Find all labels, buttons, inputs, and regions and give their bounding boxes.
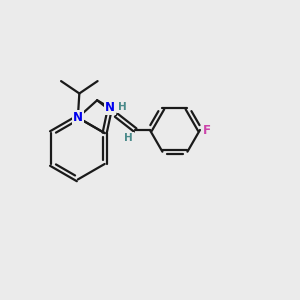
Text: N: N [105,101,115,114]
Text: H: H [118,102,127,112]
Text: H: H [124,133,133,143]
Text: N: N [73,111,83,124]
Text: F: F [202,124,210,136]
